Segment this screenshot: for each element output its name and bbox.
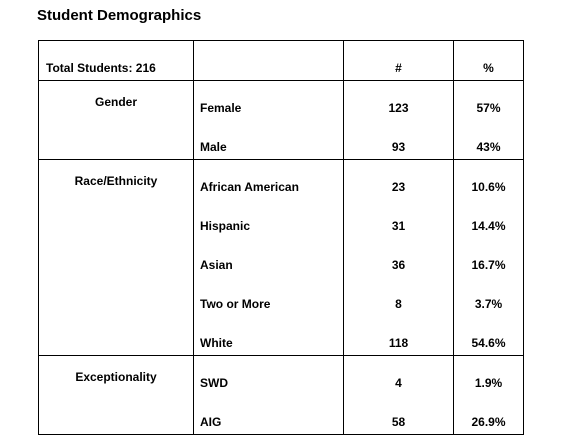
table-row: Asian 36 16.7% [39, 238, 524, 277]
row-category: SWD [193, 355, 344, 395]
row-category: Asian [193, 238, 344, 277]
table-row: Gender Female 123 57% [38, 80, 524, 160]
page-title: Student Demographics [37, 7, 202, 24]
row-count: 4 [343, 355, 454, 395]
row-percent: 57% [453, 80, 524, 120]
row-category: Female [193, 80, 344, 120]
row-percent: 3.7% [453, 277, 524, 316]
group-label-race-ethnicity: Race/Ethnicity [38, 159, 194, 356]
row-percent: 54.6% [453, 316, 524, 356]
row-count: 8 [343, 277, 454, 316]
table-row: White 118 54.6% [39, 316, 524, 356]
count-header: # [343, 40, 454, 81]
row-count: 23 [343, 159, 454, 199]
table-row: Hispanic 31 14.4% [39, 199, 524, 238]
demographics-table: Total Students: 216 # % Gender Female 12… [38, 40, 524, 435]
table-header-row: Total Students: 216 # % [38, 40, 524, 81]
row-count: 123 [343, 80, 454, 120]
group-label-exceptionality: Exceptionality [38, 355, 194, 435]
row-percent: 14.4% [453, 199, 524, 238]
row-percent: 10.6% [453, 159, 524, 199]
total-students-label: Total Students: 216 [38, 40, 194, 81]
table-row: Two or More 8 3.7% [39, 277, 524, 316]
table-row: Race/Ethnicity African American 23 10.6% [38, 159, 524, 356]
row-count: 93 [343, 120, 454, 160]
row-count: 118 [343, 316, 454, 356]
row-category: Two or More [193, 277, 344, 316]
table-row: Exceptionality SWD 4 1.9% [38, 355, 524, 435]
row-category: Hispanic [193, 199, 344, 238]
row-percent: 1.9% [453, 355, 524, 395]
row-category: White [193, 316, 344, 356]
row-category: Male [193, 120, 344, 160]
percent-header: % [453, 40, 524, 81]
row-count: 36 [343, 238, 454, 277]
table-row: Male 93 43% [39, 120, 524, 160]
header-empty-cell [193, 40, 344, 81]
row-count: 31 [343, 199, 454, 238]
row-category: African American [193, 159, 344, 199]
group-label-gender: Gender [38, 80, 194, 160]
row-percent: 16.7% [453, 238, 524, 277]
row-percent: 43% [453, 120, 524, 160]
